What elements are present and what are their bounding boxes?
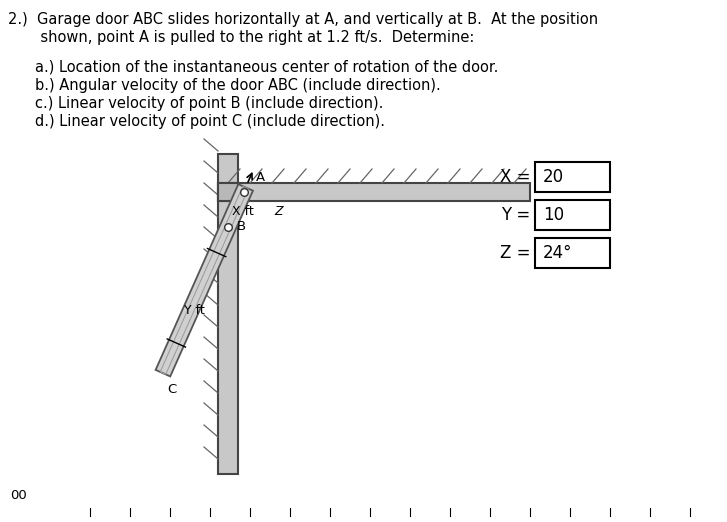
- Text: 10: 10: [543, 206, 564, 224]
- Bar: [218, 154, 238, 474]
- Text: Y =: Y =: [501, 206, 530, 224]
- Text: C: C: [167, 383, 176, 396]
- Bar: [535, 238, 610, 268]
- Text: B: B: [237, 220, 246, 233]
- Text: 00: 00: [10, 489, 27, 502]
- Text: Z: Z: [274, 205, 283, 218]
- Polygon shape: [156, 184, 253, 376]
- Bar: [535, 200, 610, 230]
- Text: 20: 20: [543, 168, 564, 186]
- Bar: [218, 183, 238, 201]
- Text: a.) Location of the instantaneous center of rotation of the door.: a.) Location of the instantaneous center…: [35, 60, 499, 75]
- Text: A: A: [256, 171, 265, 184]
- Text: 24°: 24°: [543, 244, 572, 262]
- Text: X =: X =: [499, 168, 530, 186]
- Text: 2.)  Garage door ABC slides horizontally at A, and vertically at B.  At the posi: 2.) Garage door ABC slides horizontally …: [8, 12, 598, 27]
- Text: d.) Linear velocity of point C (include direction).: d.) Linear velocity of point C (include …: [35, 114, 385, 129]
- Text: Y ft: Y ft: [183, 303, 204, 316]
- Bar: [218, 183, 530, 201]
- Bar: [535, 162, 610, 192]
- Text: b.) Angular velocity of the door ABC (include direction).: b.) Angular velocity of the door ABC (in…: [35, 78, 441, 93]
- Text: Z =: Z =: [499, 244, 530, 262]
- Text: X ft: X ft: [232, 205, 254, 218]
- Text: shown, point A is pulled to the right at 1.2 ft/s.  Determine:: shown, point A is pulled to the right at…: [8, 30, 475, 45]
- Text: c.) Linear velocity of point B (include direction).: c.) Linear velocity of point B (include …: [35, 96, 383, 111]
